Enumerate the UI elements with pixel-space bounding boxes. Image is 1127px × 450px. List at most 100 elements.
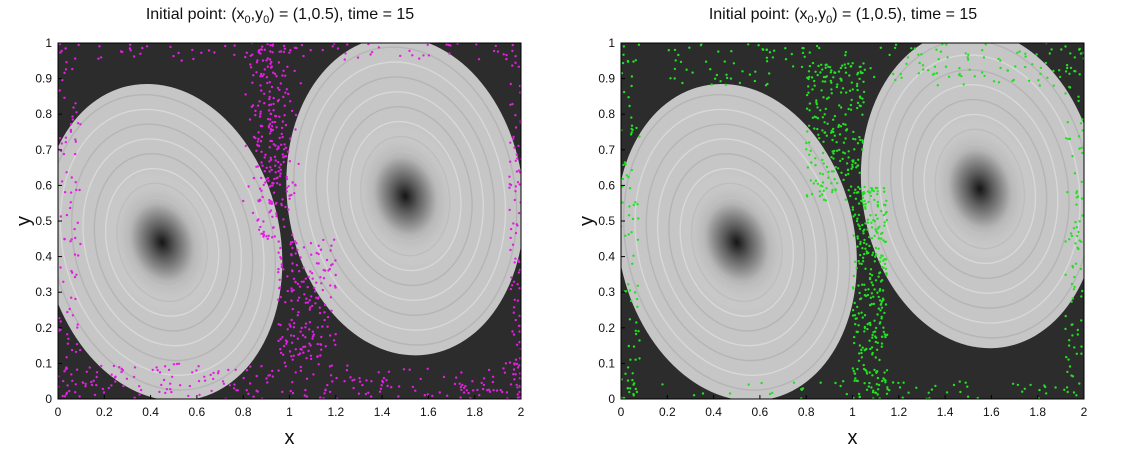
particle-point [1065,386,1069,389]
particle-point [289,137,292,140]
particle-point [259,75,262,78]
particle-point [1066,191,1069,194]
particle-point [377,46,381,49]
particle-point [635,297,639,301]
particle-point [876,227,880,230]
particle-point [827,170,830,174]
particle-point [862,229,865,233]
particle-point [265,76,269,79]
particle-point [809,149,812,152]
particle-point [261,74,264,78]
particle-point [856,164,860,167]
particle-point [999,66,1002,70]
particle-point [892,72,895,76]
particle-point [622,163,625,167]
particle-point [632,254,635,257]
particle-point [317,262,320,265]
particle-point [899,72,902,76]
particle-point [855,166,858,169]
particle-point [276,182,279,185]
particle-point [1069,66,1073,70]
particle-point [155,366,158,369]
particle-point [874,213,878,217]
particle-point [885,369,889,372]
particle-point [873,198,876,202]
particle-point [848,89,852,93]
particle-point [861,193,865,196]
particle-point [822,198,826,201]
particle-point [322,268,325,272]
particle-point [863,314,867,317]
particle-point [446,394,449,397]
particle-point [364,392,368,396]
particle-point [74,152,77,156]
particle-point [313,290,317,293]
particle-point [518,183,521,186]
x-tick-label: 1.6 [420,405,437,419]
particle-point [862,101,865,104]
particle-point [808,102,812,105]
particle-point [880,209,883,213]
particle-point [1075,203,1078,206]
particle-point [628,289,632,292]
particle-point [858,171,861,174]
particle-point [870,386,873,389]
particle-point [516,157,519,160]
particle-point [509,287,513,291]
particle-point [849,65,852,68]
particle-point [1067,358,1070,361]
particle-point [281,390,284,394]
particle-point [467,391,470,395]
particle-point [1064,240,1067,243]
particle-point [284,74,287,78]
particle-point [510,284,514,287]
particle-point [821,129,824,132]
particle-point [284,146,288,149]
particle-point [324,345,327,348]
particle-point [268,81,271,84]
particle-point [271,236,274,239]
particle-point [857,312,860,315]
y-tick-label: 0.1 [598,356,615,370]
particle-point [837,125,840,129]
particle-point [272,96,275,100]
particle-point [855,266,858,270]
particle-point [509,236,512,240]
particle-point [844,71,848,74]
particle-point [63,395,67,398]
particle-point [95,383,98,387]
particle-point [857,324,860,327]
particle-point [66,333,69,336]
particle-point [883,258,886,261]
particle-point [821,173,825,176]
particle-point [1073,346,1076,349]
particle-point [856,82,859,86]
particle-point [268,160,271,163]
particle-point [280,143,283,146]
particle-point [275,75,278,78]
particle-point [858,65,861,69]
particle-point [917,72,920,75]
particle-point [58,328,61,331]
particle-point [897,381,900,385]
particle-point [267,126,271,129]
particle-point [84,385,87,388]
particle-point [1070,282,1074,286]
particle-point [864,205,867,209]
particle-point [267,109,271,112]
particle-point [343,380,346,383]
particle-point [760,381,763,385]
particle-point [685,68,688,71]
particle-point [266,43,269,46]
particle-point [836,167,840,170]
particle-point [621,185,624,188]
particle-point [866,228,869,231]
particle-point [874,340,877,344]
particle-point [1044,61,1048,65]
particle-point [856,101,860,105]
particle-point [414,389,417,392]
particle-point [516,299,520,302]
particle-point [59,51,62,54]
particle-point [291,240,294,244]
particle-point [864,288,867,291]
